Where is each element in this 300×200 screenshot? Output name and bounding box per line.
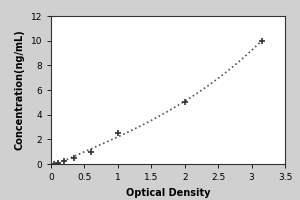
X-axis label: Optical Density: Optical Density xyxy=(126,188,210,198)
Y-axis label: Concentration(ng/mL): Concentration(ng/mL) xyxy=(15,30,25,150)
